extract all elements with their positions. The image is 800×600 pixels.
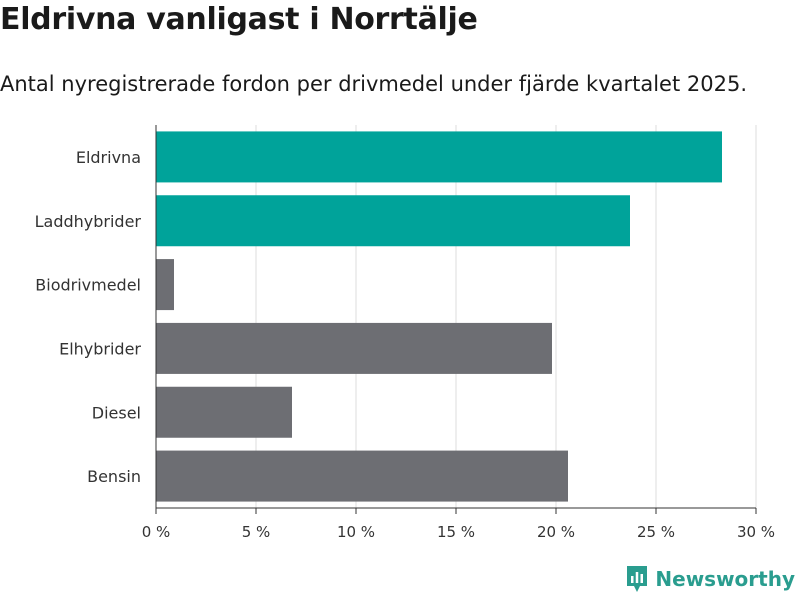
- category-label: Laddhybrider: [35, 212, 142, 231]
- x-tick-label: 30 %: [737, 523, 775, 541]
- category-label: Elhybrider: [59, 339, 141, 358]
- x-tick-label: 0 %: [142, 523, 171, 541]
- category-label: Eldrivna: [76, 148, 141, 167]
- chart-subtitle: Antal nyregistrerade fordon per drivmede…: [0, 72, 748, 96]
- chart-title: Eldrivna vanligast i Norrtälje: [0, 2, 478, 37]
- bar: [156, 259, 174, 311]
- bar: [156, 195, 630, 247]
- x-tick-label: 15 %: [437, 523, 475, 541]
- x-tick-label: 20 %: [537, 523, 575, 541]
- bar: [156, 322, 552, 374]
- brand-logo: Newsworthy: [625, 564, 795, 594]
- brand-name: Newsworthy: [655, 567, 795, 591]
- bar: [156, 131, 722, 183]
- newsworthy-logo-icon: [627, 566, 648, 592]
- category-label: Biodrivmedel: [35, 276, 141, 295]
- category-label: Bensin: [87, 467, 141, 486]
- x-tick-label: 5 %: [242, 523, 271, 541]
- x-tick-label: 25 %: [637, 523, 675, 541]
- bar: [156, 386, 292, 438]
- bar: [156, 450, 568, 502]
- category-label: Diesel: [92, 403, 141, 422]
- x-tick-label: 10 %: [337, 523, 375, 541]
